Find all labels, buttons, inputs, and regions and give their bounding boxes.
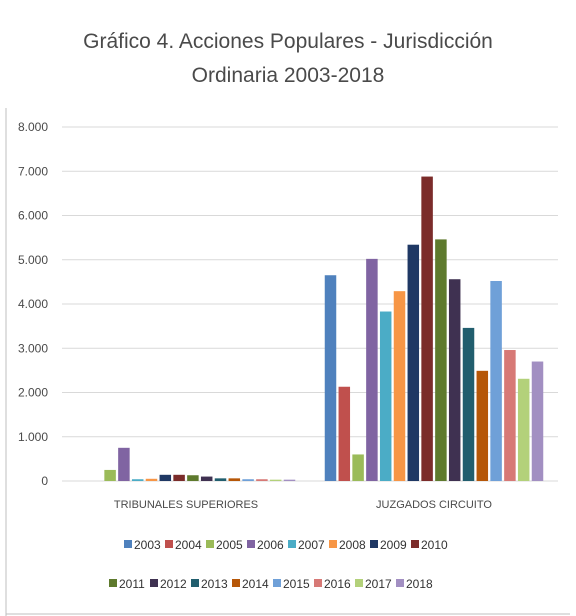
legend-label: 2003 [134, 538, 161, 552]
legend-label: 2011 [119, 577, 145, 591]
legend-label: 2013 [201, 577, 228, 591]
legend-label: 2004 [175, 538, 202, 552]
bar [145, 478, 158, 481]
bar [324, 275, 337, 481]
bar [407, 244, 420, 481]
legend-swatch [273, 579, 281, 587]
legend-label: 2005 [216, 538, 243, 552]
legend-swatch [247, 540, 255, 548]
legend-label: 2009 [380, 538, 407, 552]
legend-label: 2016 [324, 577, 351, 591]
bar [256, 479, 268, 481]
legend-swatch [329, 540, 337, 548]
legend-swatch [165, 540, 173, 548]
bar [131, 479, 144, 481]
legend-label: 2008 [339, 538, 366, 552]
bar [476, 370, 489, 481]
legend-label: 2017 [365, 577, 392, 591]
legend-label: 2014 [242, 577, 269, 591]
x-category-label: JUZGADOS CIRCUITO [376, 499, 492, 511]
y-tick-label: 4.000 [18, 297, 48, 311]
legend-swatch [411, 540, 419, 548]
chart-title-line-2: Ordinaria 2003-2018 [191, 64, 385, 87]
bar [228, 478, 241, 481]
bar [531, 361, 544, 481]
y-tick-label: 5.000 [18, 253, 48, 267]
legend-label: 2010 [421, 538, 448, 552]
legend-swatch [314, 579, 322, 587]
legend-swatch [288, 540, 296, 548]
chart-title-line-1: Gráfico 4. Acciones Populares - Jurisdic… [83, 30, 493, 53]
legend-label: 2012 [160, 577, 187, 591]
bar [173, 474, 185, 481]
legend-swatch [355, 579, 363, 587]
y-tick-label: 7.000 [18, 164, 48, 178]
y-tick-label: 6.000 [18, 209, 48, 223]
bar [283, 479, 296, 481]
bar [421, 176, 433, 481]
bar [379, 311, 392, 481]
legend-swatch [150, 579, 158, 587]
bar [118, 447, 130, 481]
bar [269, 479, 282, 481]
bar [366, 258, 378, 481]
legend-swatch [206, 540, 214, 548]
bar [462, 327, 475, 481]
legend-label: 2007 [298, 538, 325, 552]
x-category-label: TRIBUNALES SUPERIORES [114, 499, 258, 511]
bar [393, 291, 406, 481]
y-tick-label: 8.000 [18, 120, 48, 134]
legend-swatch [370, 540, 378, 548]
y-tick-label: 0 [41, 474, 48, 488]
legend-swatch [396, 579, 404, 587]
bar [104, 469, 116, 481]
y-tick-label: 2.000 [18, 386, 48, 400]
legend-label: 2018 [406, 577, 433, 591]
legend-swatch [232, 579, 240, 587]
bar [214, 478, 227, 481]
legend-swatch [109, 579, 117, 587]
legend-label: 2015 [283, 577, 310, 591]
y-tick-label: 3.000 [18, 341, 48, 355]
y-tick-label: 1.000 [18, 430, 48, 444]
bar [159, 474, 172, 481]
legend-swatch [124, 540, 132, 548]
legend-label: 2006 [257, 538, 284, 552]
bar [504, 350, 516, 481]
bar [490, 280, 502, 481]
bar [200, 476, 213, 481]
bar [338, 386, 351, 481]
bar [352, 454, 364, 481]
bar [242, 479, 254, 481]
bar [448, 279, 461, 481]
bar [517, 378, 530, 481]
bar [187, 475, 199, 481]
bar [435, 239, 447, 481]
legend-swatch [191, 579, 199, 587]
